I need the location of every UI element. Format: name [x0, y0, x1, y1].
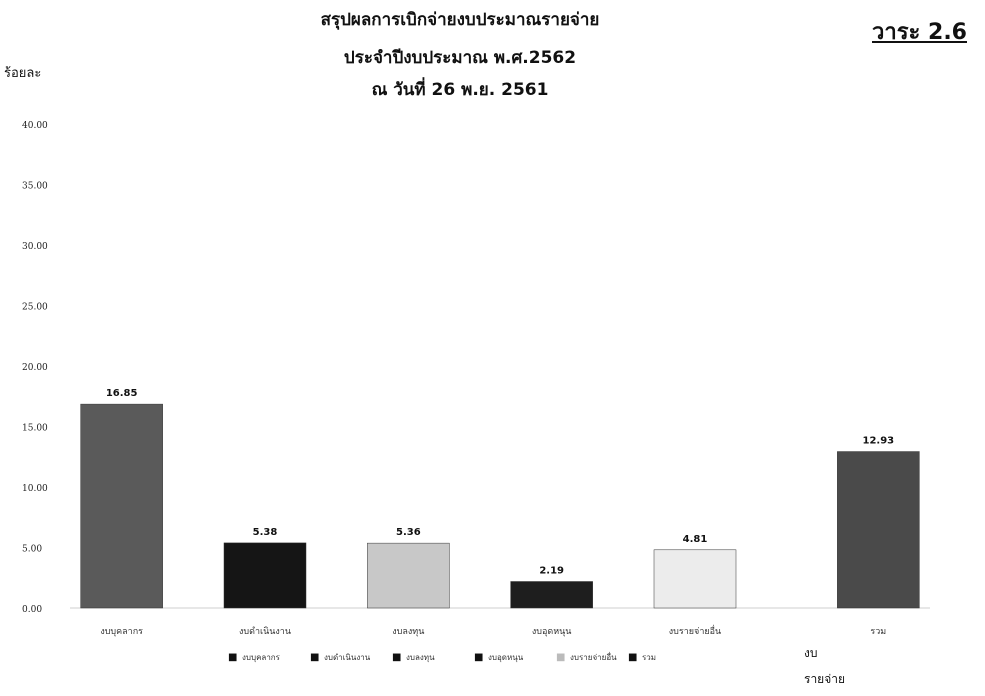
- y-tick-label: 15.00: [22, 424, 48, 434]
- x-tick-label: งบบุคลากร: [100, 627, 143, 637]
- x-tick-label: งบลงทุน: [392, 627, 424, 637]
- footnote: งบ รายจ่าย: [804, 640, 845, 692]
- bar-1: [80, 403, 163, 609]
- y-tick-label: 5.00: [22, 545, 42, 555]
- legend-label: งบรายจ่ายอื่น: [570, 651, 617, 662]
- data-label: 12.93: [863, 436, 895, 447]
- bar-6: [837, 451, 920, 609]
- legend-marker: ■: [556, 652, 565, 663]
- legend-label: รวม: [642, 653, 656, 662]
- agenda-label: วาระ 2.6: [872, 20, 967, 45]
- y-tick-label: 30.00: [22, 242, 48, 252]
- footnote-line1: งบ: [804, 646, 818, 660]
- chart-title-line3: ณ วันที่ 26 พ.ย. 2561: [371, 80, 549, 100]
- data-label: 5.38: [253, 527, 278, 538]
- y-tick-label: 40.00: [22, 121, 48, 131]
- y-tick-label: 0.00: [22, 605, 42, 615]
- x-tick-label: งบดำเนินงาน: [239, 626, 291, 637]
- legend-marker: ■: [474, 652, 483, 663]
- x-tick-label: งบอุดหนุน: [532, 627, 572, 637]
- y-tick-label: 25.00: [22, 303, 48, 313]
- data-label: 16.85: [106, 388, 138, 399]
- legend-marker: ■: [392, 652, 401, 663]
- legend-marker: ■: [310, 652, 319, 663]
- legend-label: งบบุคลากร: [242, 653, 281, 662]
- bar-5: [653, 549, 737, 609]
- legend-label: งบอุดหนุน: [488, 653, 524, 662]
- data-label: 4.81: [683, 534, 708, 545]
- legend-marker: ■: [228, 652, 237, 663]
- bar-3: [367, 542, 450, 609]
- legend-label: งบดำเนินงาน: [324, 653, 371, 662]
- chart-title-line2: ประจำปีงบประมาณ พ.ศ.2562: [343, 48, 577, 68]
- legend-marker: ■: [628, 652, 637, 663]
- chart-title-line1: สรุปผลการเบิกจ่ายงบประมาณรายจ่าย: [320, 10, 600, 30]
- footnote-line2: รายจ่าย: [804, 672, 846, 686]
- x-tick-label: งบรายจ่ายอื่น: [669, 624, 721, 637]
- y-tick-label: 20.00: [22, 363, 48, 373]
- legend-label: งบลงทุน: [406, 653, 435, 662]
- y-tick-label: 35.00: [22, 182, 48, 192]
- data-label: 5.36: [396, 527, 421, 538]
- bar-2: [223, 542, 307, 609]
- data-label: 2.19: [539, 566, 564, 577]
- y-axis-label: ร้อยละ: [4, 66, 42, 81]
- y-tick-label: 10.00: [22, 484, 48, 494]
- bar-4: [510, 581, 593, 609]
- x-tick-label: รวม: [870, 627, 886, 637]
